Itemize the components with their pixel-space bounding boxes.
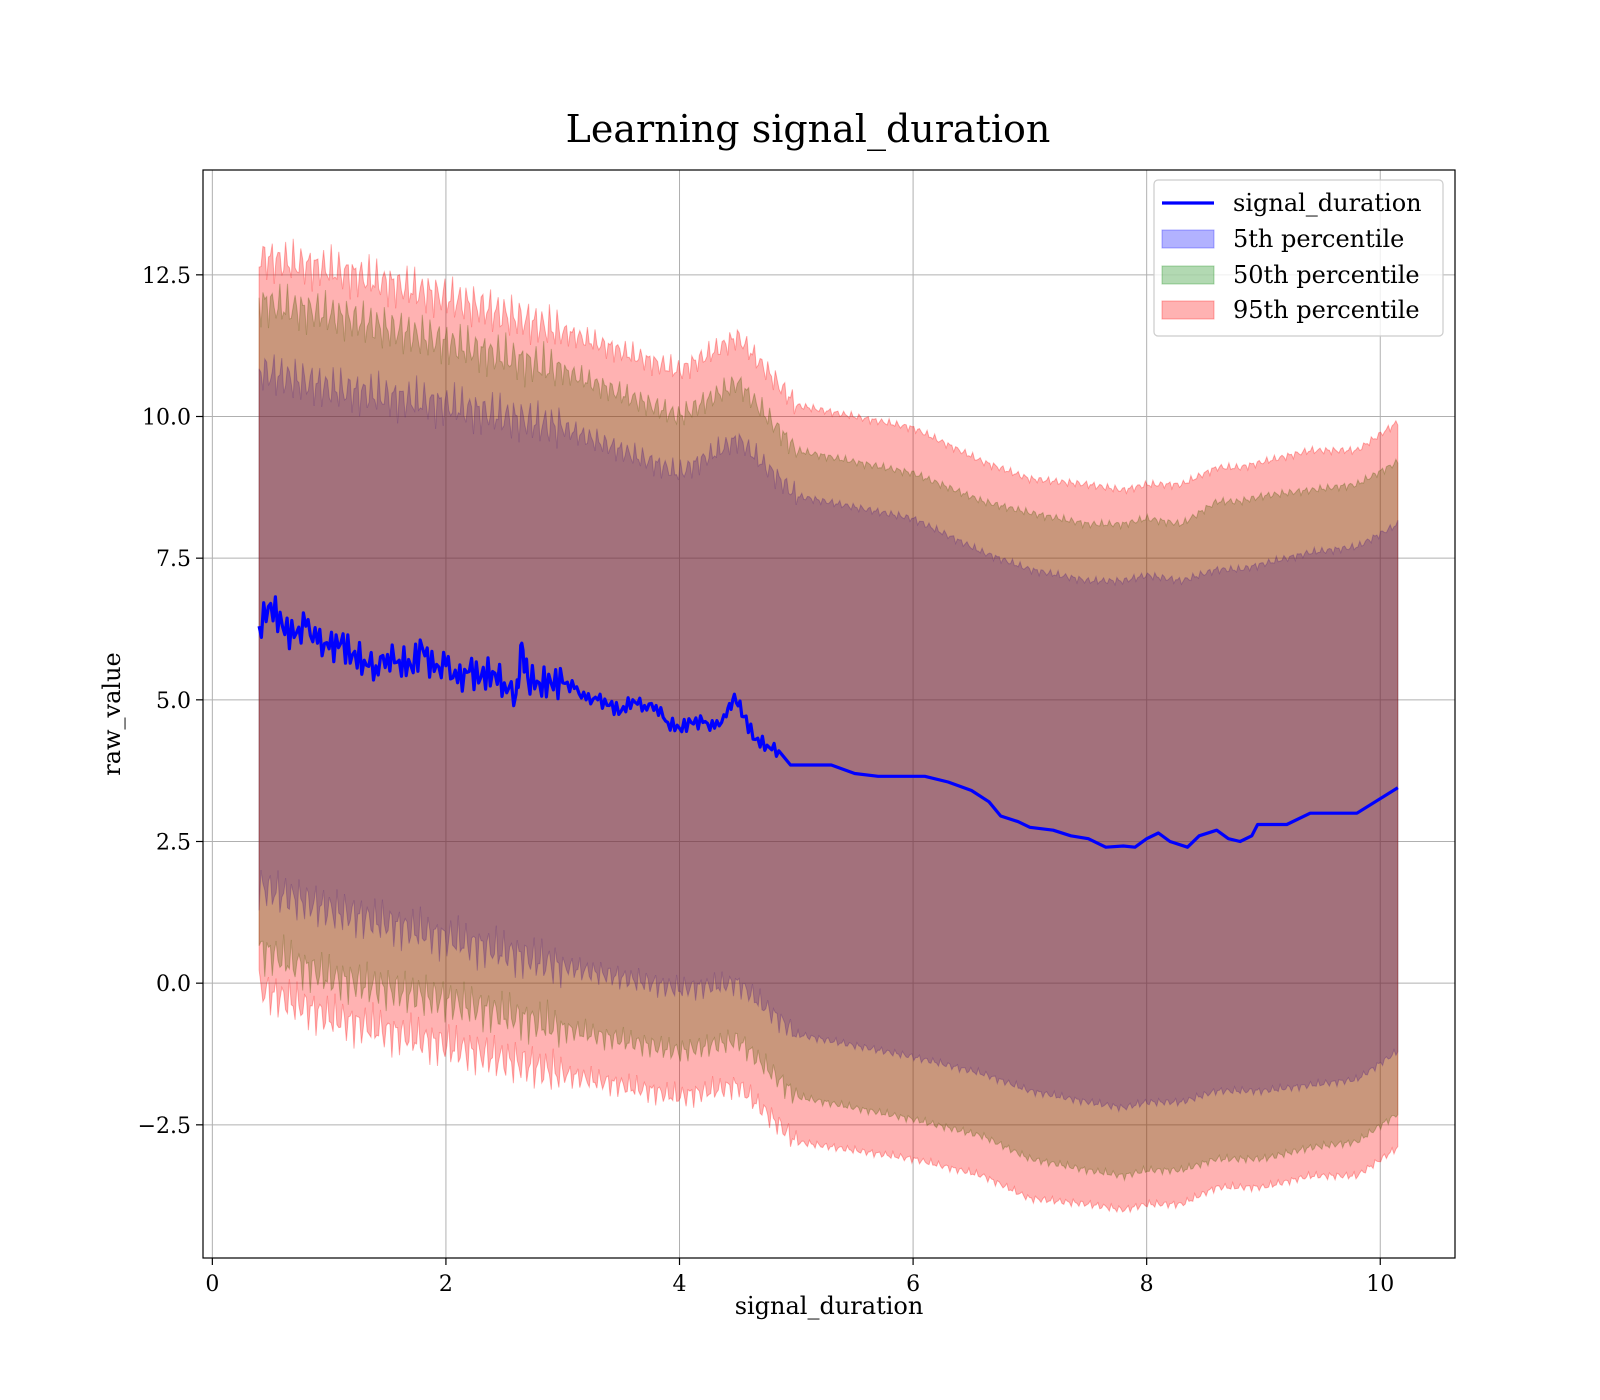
x-tick-label: 10 — [1366, 1272, 1394, 1297]
x-tick-label: 4 — [673, 1272, 687, 1297]
legend-patch-swatch — [1161, 229, 1215, 249]
legend-label: 95th percentile — [1233, 296, 1420, 324]
grid-lines — [203, 170, 1455, 1258]
legend-label: 50th percentile — [1233, 261, 1420, 289]
y-tick-label: 12.5 — [142, 264, 191, 289]
x-axis-ticks: 0 2 4 6 8 10 — [205, 1258, 1394, 1297]
legend-box — [1153, 179, 1444, 337]
chart-title: Learning signal_duration — [566, 107, 1051, 152]
y-tick-label: 0.0 — [156, 972, 191, 997]
x-tick-label: 0 — [205, 1272, 219, 1297]
legend-label: 5th percentile — [1233, 225, 1404, 253]
y-axis-label: raw_value — [98, 652, 126, 776]
y-tick-label: 5.0 — [156, 689, 191, 714]
plot-frame — [202, 169, 1456, 1259]
x-tick-label: 8 — [1140, 1272, 1154, 1297]
legend-patch-swatch — [1161, 265, 1215, 285]
legend-patch-swatch — [1161, 300, 1215, 320]
signal-duration-line — [257, 595, 1399, 849]
legend: signal_duration 5th percentile 50th percen… — [1153, 179, 1444, 337]
y-axis-ticks: −2.5 0.0 2.5 5.0 7.5 10.0 12.5 — [138, 264, 203, 1139]
y-tick-label: 10.0 — [142, 406, 191, 431]
band-95th-percentile — [258, 238, 1399, 1214]
signal-line-group — [257, 595, 1399, 849]
band-5th-percentile — [258, 354, 1399, 1113]
y-tick-label: 7.5 — [156, 547, 191, 572]
legend-label: signal_duration — [1233, 189, 1422, 217]
x-tick-label: 2 — [439, 1272, 453, 1297]
y-tick-label: −2.5 — [138, 1114, 191, 1139]
band-50th-percentile — [258, 283, 1399, 1182]
x-tick-label: 6 — [906, 1272, 920, 1297]
x-axis-label: signal_duration — [735, 1292, 924, 1320]
percentile-bands — [258, 238, 1399, 1214]
y-tick-label: 2.5 — [156, 831, 191, 856]
